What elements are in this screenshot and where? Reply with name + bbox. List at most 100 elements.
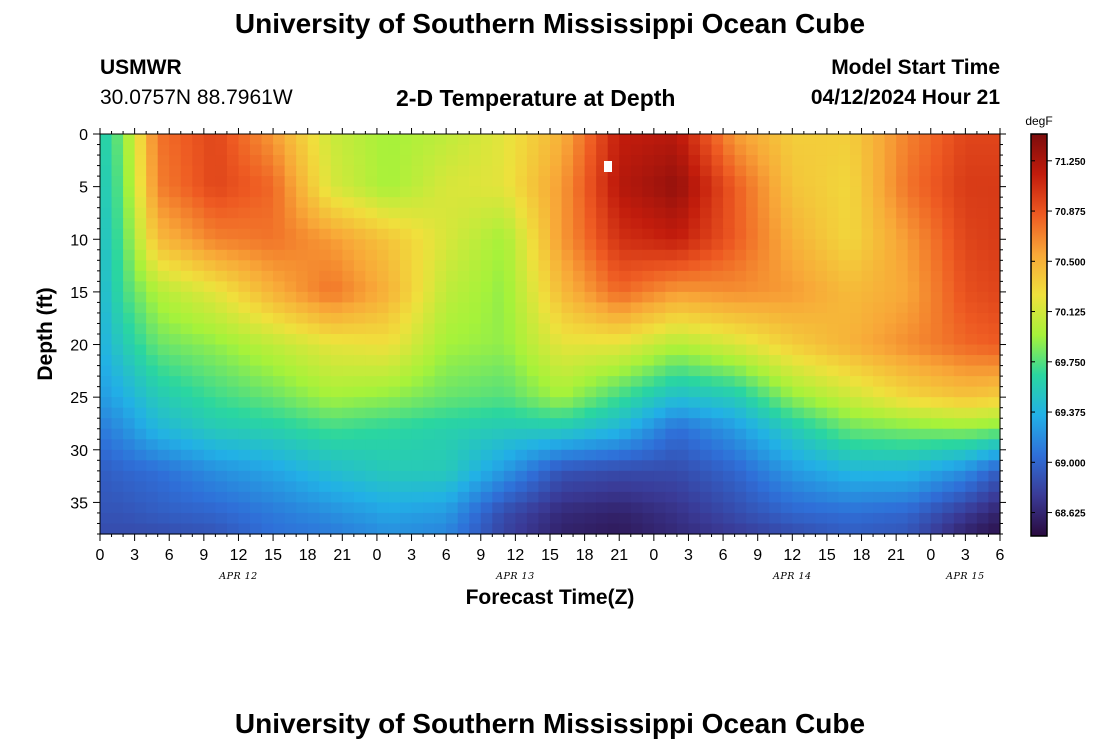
heatmap-cell [203,491,216,504]
heatmap-cell [861,323,874,335]
heatmap-cell [423,491,436,504]
heatmap-cell [515,397,528,409]
heatmap-cell [376,281,390,293]
heatmap-cell [757,144,770,156]
heatmap-cell [965,481,978,493]
heatmap-cell [711,249,724,261]
heatmap-cell [434,449,447,461]
heatmap-cell [100,207,113,219]
heatmap-cell [123,407,136,419]
heatmap-cell [446,165,459,177]
heatmap-cell [942,376,955,388]
heatmap-cell [619,239,632,251]
heatmap-cell [146,228,159,240]
x-tick-label: 6 [996,547,1005,564]
heatmap-cell [123,260,136,272]
heatmap-cell [930,291,943,304]
heatmap-cell [757,312,770,325]
heatmap-cell [838,512,851,525]
heatmap-cell [561,207,574,219]
heatmap-cell [261,323,274,335]
heatmap-cell [146,407,159,419]
heatmap-cell [815,397,828,409]
heatmap-cell [642,323,655,335]
heatmap-cell [746,291,759,304]
heatmap-cell [573,481,586,493]
heatmap-cell [584,344,597,356]
heatmap-cell [261,291,274,304]
heatmap-cell [942,249,955,261]
heatmap-cell [757,512,770,525]
colorbar-tick-label: 68.625 [1055,509,1086,520]
heatmap-cell [319,365,332,377]
heatmap-cell [457,302,470,314]
heatmap-cell [792,207,805,219]
heatmap-cell [803,302,816,314]
heatmap-cell [169,512,182,525]
heatmap-cell [134,186,147,198]
heatmap-cell [434,418,447,430]
heatmap-cell [700,270,713,282]
heatmap-cell [688,207,701,219]
heatmap-cell [884,502,897,514]
heatmap-cell [676,260,690,272]
heatmap-cell [619,397,632,409]
heatmap-cell [157,334,170,346]
heatmap-cell [123,470,136,482]
heatmap-cell [792,407,805,419]
heatmap-cell [573,249,586,261]
heatmap-cell [423,376,436,388]
heatmap-cell [146,470,159,482]
heatmap-cell [550,260,563,272]
heatmap-cell [226,428,240,440]
heatmap-cell [434,523,447,535]
heatmap-cell [769,376,782,388]
heatmap-cell [307,407,320,419]
heatmap-cell [688,502,701,514]
heatmap-cell [850,481,863,493]
heatmap-cell [134,386,147,398]
heatmap-cell [515,186,528,198]
heatmap-cell [538,386,551,398]
heatmap-cell [180,449,193,461]
heatmap-cell [100,302,113,314]
heatmap-cell [100,512,113,525]
heatmap-cell [180,439,193,451]
heatmap-cell [792,334,805,346]
heatmap-cell [826,470,840,482]
heatmap-cell [238,281,251,293]
heatmap-cell [342,207,355,219]
heatmap-cell [711,397,724,409]
heatmap-cell [261,155,274,167]
heatmap-cell [930,312,943,325]
heatmap-cell [446,481,459,493]
heatmap-cell [250,302,263,314]
heatmap-cell [907,407,920,419]
heatmap-cell [376,302,390,314]
heatmap-cell [319,312,332,325]
heatmap-cell [965,281,978,293]
heatmap-cell [192,134,205,146]
heatmap-cell [480,239,493,251]
heatmap-cell [803,397,816,409]
heatmap-cell [192,502,205,514]
heatmap-cell [169,291,182,304]
heatmap-cell [261,407,274,419]
heatmap-cell [238,165,251,177]
heatmap-cell [215,270,228,282]
heatmap-cell [596,407,609,419]
heatmap-cell [573,439,586,451]
heatmap-cell [930,239,943,251]
heatmap-cell [192,460,205,472]
heatmap-cell [584,512,597,525]
heatmap-cell [157,281,170,293]
heatmap-cell [492,428,505,440]
heatmap-cell [561,449,574,461]
heatmap-cell [226,470,240,482]
heatmap-cell [780,428,793,440]
heatmap-cell [642,344,655,356]
heatmap-cell [688,397,701,409]
heatmap-cell [930,481,943,493]
heatmap-cell [365,439,378,451]
heatmap-cell [803,281,816,293]
